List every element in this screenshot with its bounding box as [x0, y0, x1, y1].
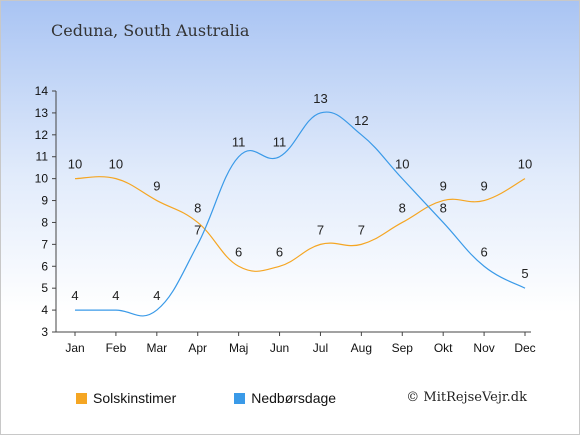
- y-tick-label: 5: [41, 281, 48, 295]
- rain-days-data-label: 11: [232, 135, 246, 150]
- y-tick-label: 14: [35, 84, 49, 98]
- legend-label-rain-days: Nedbørsdage: [251, 390, 337, 406]
- rain-days-data-label: 12: [354, 113, 368, 128]
- x-tick-label: Okt: [434, 341, 453, 355]
- legend-swatch-sunshine: [76, 392, 87, 404]
- x-tick-label: Feb: [106, 341, 127, 355]
- axes: 3 4 5 6 7 8 9 10 11 12 13 14 Jan Feb Mar Apr Maj Jun Jul Au…: [35, 84, 536, 355]
- rain-days-data-label: 11: [273, 135, 287, 150]
- x-tick-label: Jul: [313, 341, 328, 355]
- x-tick-label: Dec: [514, 341, 535, 355]
- sunshine-data-label: 9: [153, 179, 160, 194]
- rain-days-data-label: 6: [480, 244, 487, 259]
- legend-swatch-rain-days: [234, 392, 246, 404]
- y-tick-label: 6: [41, 259, 48, 273]
- y-tick-label: 7: [41, 237, 48, 251]
- sunshine-data-label: 7: [358, 222, 365, 237]
- y-tick-label: 13: [35, 106, 49, 120]
- rain-days-data-label: 4: [112, 288, 119, 303]
- sunshine-data-label: 6: [276, 244, 283, 259]
- x-tick-label: Mar: [146, 341, 167, 355]
- sunshine-data-label: 9: [480, 179, 487, 194]
- y-tick-label: 12: [35, 128, 49, 142]
- legend-item-sunshine: Solskinstimer: [76, 390, 176, 406]
- sunshine-data-label: 9: [440, 179, 447, 194]
- y-tick-label: 3: [41, 325, 48, 339]
- rain-days-data-label: 4: [71, 288, 78, 303]
- series-lines: [74, 111, 526, 317]
- x-tick-label: Aug: [351, 341, 372, 355]
- y-tick-label: 11: [36, 150, 49, 164]
- x-tick-label: Sep: [392, 341, 414, 355]
- rain-days-data-label: 4: [153, 288, 160, 303]
- x-tick-label: Jun: [270, 341, 289, 355]
- rain-days-data-label: 7: [194, 222, 201, 237]
- y-tick-label: 4: [41, 303, 48, 317]
- data-labels: 10 10 9 8 6 6 7 7 8 9 9 10 4 4 4 7 11 11 13 12 10 8 6 5: [68, 91, 532, 303]
- sunshine-data-label: 8: [399, 200, 406, 215]
- copyright-text: © MitRejseVejr.dk: [406, 390, 527, 405]
- sunshine-data-label: 7: [317, 222, 324, 237]
- y-tick-label: 9: [41, 194, 48, 208]
- legend-item-rain-days: Nedbørsdage: [234, 390, 336, 406]
- sunshine-data-label: 10: [68, 157, 82, 172]
- x-tick-label: Nov: [473, 341, 494, 355]
- y-tick-label: 8: [41, 215, 48, 229]
- rain-days-data-label: 5: [521, 266, 528, 281]
- sunshine-data-label: 8: [194, 200, 201, 215]
- legend: Solskinstimer Nedbørsdage: [76, 390, 336, 406]
- sunshine-data-label: 6: [235, 244, 242, 259]
- rain-days-data-label: 10: [395, 157, 409, 172]
- rain-days-line: [75, 111, 526, 317]
- rain-days-data-label: 8: [440, 200, 447, 215]
- x-tick-label: Jan: [65, 341, 84, 355]
- x-tick-label: Apr: [188, 341, 207, 355]
- x-tick-label: Maj: [229, 341, 248, 355]
- y-tick-label: 10: [35, 172, 49, 186]
- sunshine-data-label: 10: [518, 157, 532, 172]
- rain-days-data-label: 13: [313, 91, 327, 106]
- legend-label-sunshine: Solskinstimer: [93, 390, 177, 406]
- chart-title: Ceduna, South Australia: [51, 21, 250, 40]
- sunshine-line: [74, 176, 526, 272]
- sunshine-data-label: 10: [109, 157, 123, 172]
